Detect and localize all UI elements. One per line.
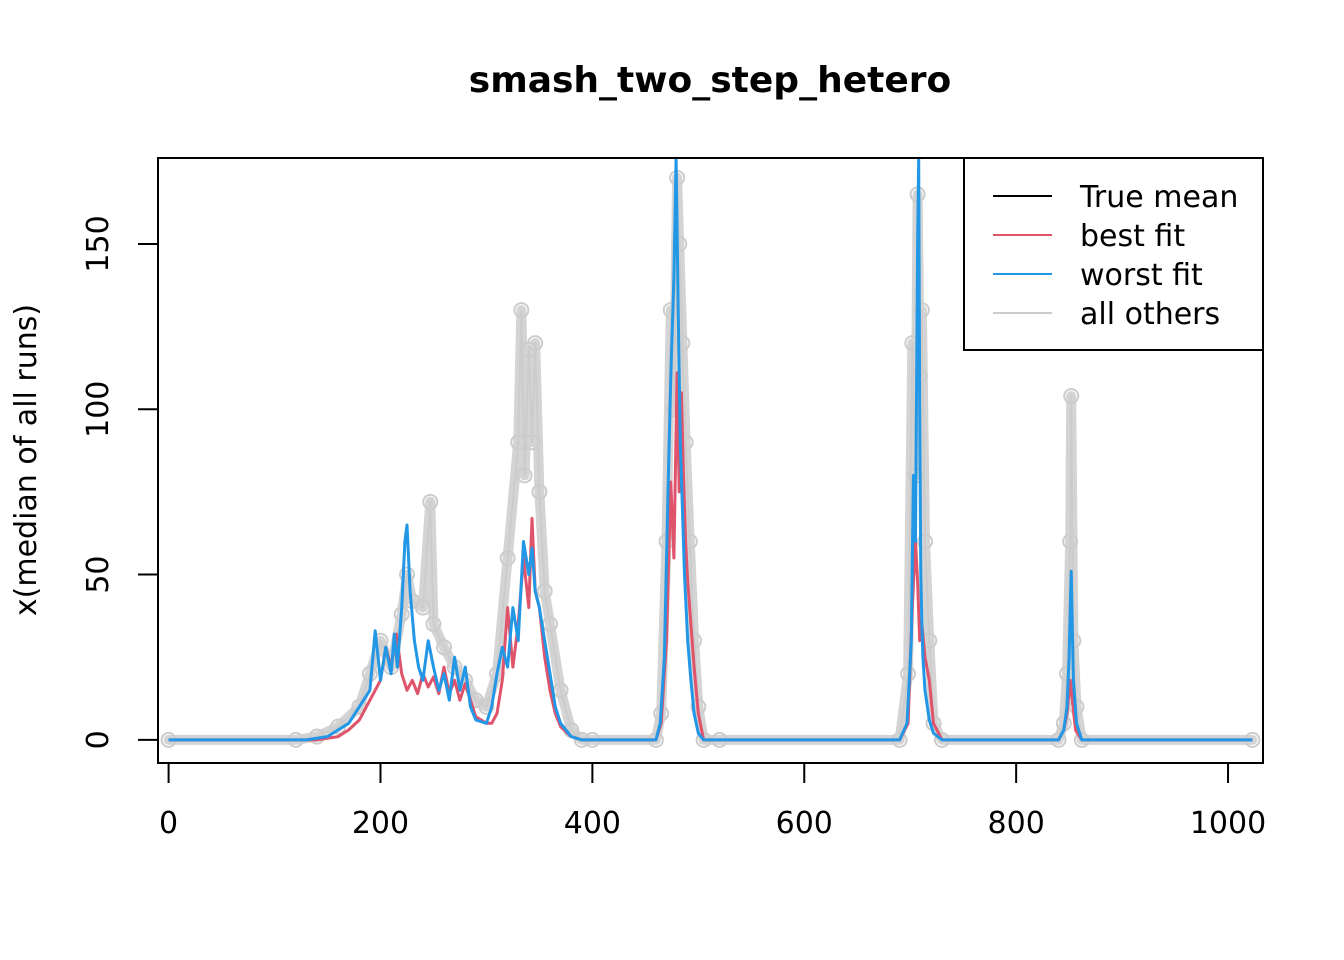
- x-tick-label: 0: [159, 806, 178, 841]
- x-axis-ticks: 0 200 400 600 800 1000: [159, 763, 1266, 841]
- y-tick-label: 0: [81, 730, 116, 749]
- legend-entries: True mean best fit worst fit all others: [993, 180, 1238, 332]
- y-axis-ticks: 0 50 100 150: [81, 215, 158, 749]
- legend-label: all others: [1080, 297, 1220, 332]
- series-all-others-point: [478, 698, 495, 715]
- series-best-fit-line: [168, 371, 1253, 742]
- legend-box: [963, 157, 1264, 351]
- series-all-others-point: [436, 639, 453, 656]
- x-tick-label: 400: [564, 806, 621, 841]
- x-tick-label: 800: [988, 806, 1045, 841]
- x-tick-label: 1000: [1190, 806, 1266, 841]
- series-worst-fit-line: [168, 158, 1253, 742]
- y-axis-title: x(median of all runs): [9, 304, 44, 616]
- y-tick-label: 100: [81, 381, 116, 438]
- chart-title: smash_two_step_hetero: [469, 60, 951, 101]
- legend-label: True mean: [1079, 180, 1238, 215]
- y-tick-label: 150: [81, 215, 116, 272]
- y-tick-label: 50: [81, 555, 116, 593]
- series-group: [160, 158, 1261, 748]
- x-tick-label: 600: [776, 806, 833, 841]
- legend-label: worst fit: [1080, 258, 1203, 293]
- legend-label: best fit: [1080, 219, 1185, 254]
- legend: True mean best fit worst fit all others: [963, 157, 1264, 351]
- x-tick-label: 200: [352, 806, 409, 841]
